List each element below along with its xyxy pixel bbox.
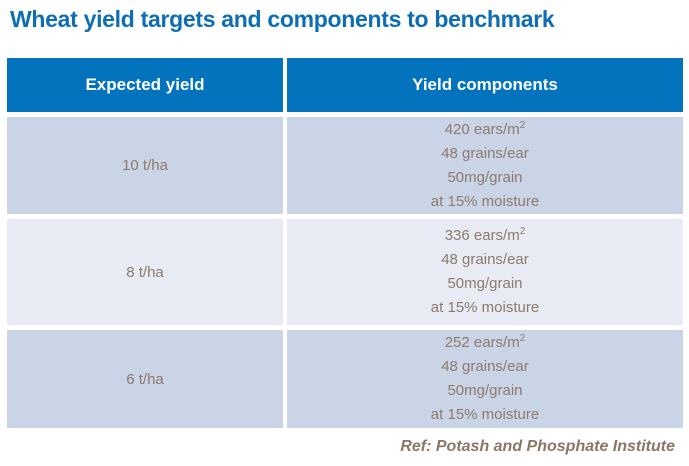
page-title: Wheat yield targets and components to be… bbox=[10, 6, 555, 32]
reference-note: Ref: Potash and Phosphate Institute bbox=[400, 438, 675, 455]
moisture-note: at 15% moisture bbox=[430, 299, 540, 316]
ears-superscript: 2 bbox=[519, 119, 526, 131]
grains-per-ear: 48 grains/ear bbox=[441, 251, 529, 268]
components-list: 252 ears/m2 48 grains/ear 50mg/grain at … bbox=[431, 331, 539, 427]
ears-value: 420 ears/m bbox=[444, 120, 520, 138]
moisture-note: at 15% moisture bbox=[430, 406, 540, 423]
yield-components-cell: 420 ears/m2 48 grains/ear 50mg/grain at … bbox=[287, 117, 683, 214]
ears-per-m2: 420 ears/m2 bbox=[431, 118, 539, 142]
components-list: 420 ears/m2 48 grains/ear 50mg/grain at … bbox=[431, 118, 539, 214]
ears-per-m2: 252 ears/m2 bbox=[431, 331, 539, 355]
wheat-yield-table: Expected yield Yield components 10 t/ha … bbox=[7, 58, 683, 428]
ears-value: 252 ears/m bbox=[444, 334, 520, 351]
ears-per-m2: 336 ears/m2 bbox=[431, 224, 539, 248]
yield-components-cell: 252 ears/m2 48 grains/ear 50mg/grain at … bbox=[287, 330, 683, 428]
grain-weight: 50mg/grain bbox=[447, 168, 523, 186]
grain-weight: 50mg/grain bbox=[447, 382, 523, 399]
column-header-expected-yield: Expected yield bbox=[7, 58, 283, 112]
grains-per-ear: 48 grains/ear bbox=[441, 144, 529, 162]
ears-value: 336 ears/m bbox=[444, 227, 520, 244]
column-header-yield-components: Yield components bbox=[287, 58, 683, 112]
moisture-note: at 15% moisture bbox=[430, 192, 540, 210]
grains-per-ear: 48 grains/ear bbox=[441, 358, 529, 375]
grain-weight: 50mg/grain bbox=[447, 275, 523, 292]
expected-yield-cell: 6 t/ha bbox=[7, 330, 283, 428]
ears-superscript: 2 bbox=[519, 226, 526, 237]
expected-yield-cell: 8 t/ha bbox=[7, 219, 283, 325]
ears-superscript: 2 bbox=[519, 333, 526, 344]
components-list: 336 ears/m2 48 grains/ear 50mg/grain at … bbox=[431, 224, 539, 320]
expected-yield-cell: 10 t/ha bbox=[7, 117, 283, 214]
yield-components-cell: 336 ears/m2 48 grains/ear 50mg/grain at … bbox=[287, 219, 683, 325]
